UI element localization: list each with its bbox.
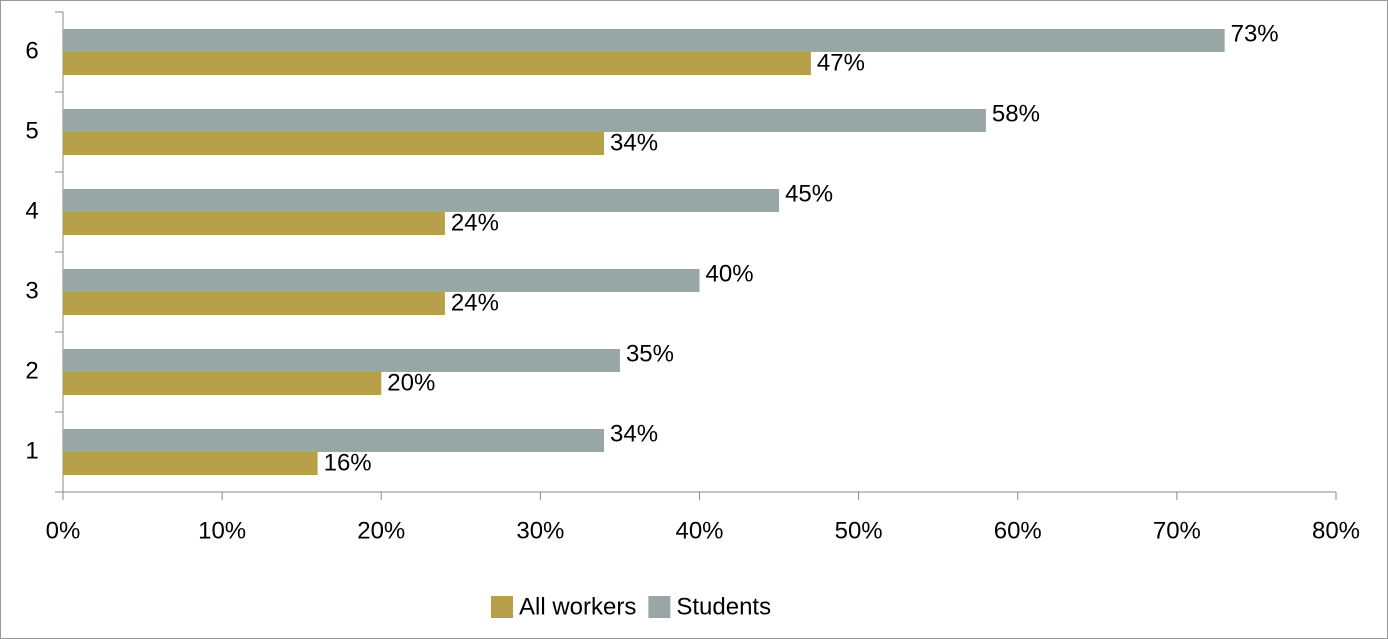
value-label: 47%	[817, 49, 865, 76]
bar	[63, 189, 780, 212]
bar	[63, 212, 445, 235]
x-tick-label: 40%	[675, 517, 723, 544]
y-tick-label: 1	[25, 437, 38, 464]
value-label: 24%	[451, 209, 499, 236]
value-label: 16%	[324, 449, 372, 476]
bar	[63, 269, 700, 292]
value-label: 34%	[610, 420, 658, 447]
x-tick-label: 10%	[198, 517, 246, 544]
legend-label: Students	[676, 593, 771, 620]
legend-swatch	[648, 596, 671, 618]
y-tick-label: 6	[25, 37, 38, 64]
y-tick-label: 3	[25, 277, 38, 304]
x-tick-label: 30%	[516, 517, 564, 544]
y-tick-label: 5	[25, 117, 38, 144]
bar	[63, 292, 445, 315]
bar	[63, 52, 811, 75]
bar	[63, 372, 382, 395]
legend-swatch	[491, 596, 513, 618]
legend-label: All workers	[519, 593, 636, 620]
value-label: 40%	[706, 260, 754, 287]
bar	[63, 349, 620, 372]
bar	[63, 452, 318, 475]
y-tick-label: 4	[25, 197, 38, 224]
value-label: 20%	[387, 369, 435, 396]
value-label: 73%	[1231, 20, 1279, 47]
value-label: 45%	[785, 180, 833, 207]
bar	[63, 109, 986, 132]
x-tick-label: 0%	[46, 517, 81, 544]
x-tick-label: 80%	[1312, 517, 1360, 544]
x-tick-label: 60%	[994, 517, 1042, 544]
value-label: 34%	[610, 129, 658, 156]
bar	[63, 132, 605, 155]
value-label: 35%	[626, 340, 674, 367]
x-tick-label: 70%	[1153, 517, 1201, 544]
y-tick-label: 2	[25, 357, 38, 384]
value-label: 58%	[992, 100, 1040, 127]
x-tick-label: 50%	[835, 517, 883, 544]
bar	[63, 429, 605, 452]
x-tick-label: 20%	[357, 517, 405, 544]
value-label: 24%	[451, 289, 499, 316]
bar	[63, 29, 1225, 52]
